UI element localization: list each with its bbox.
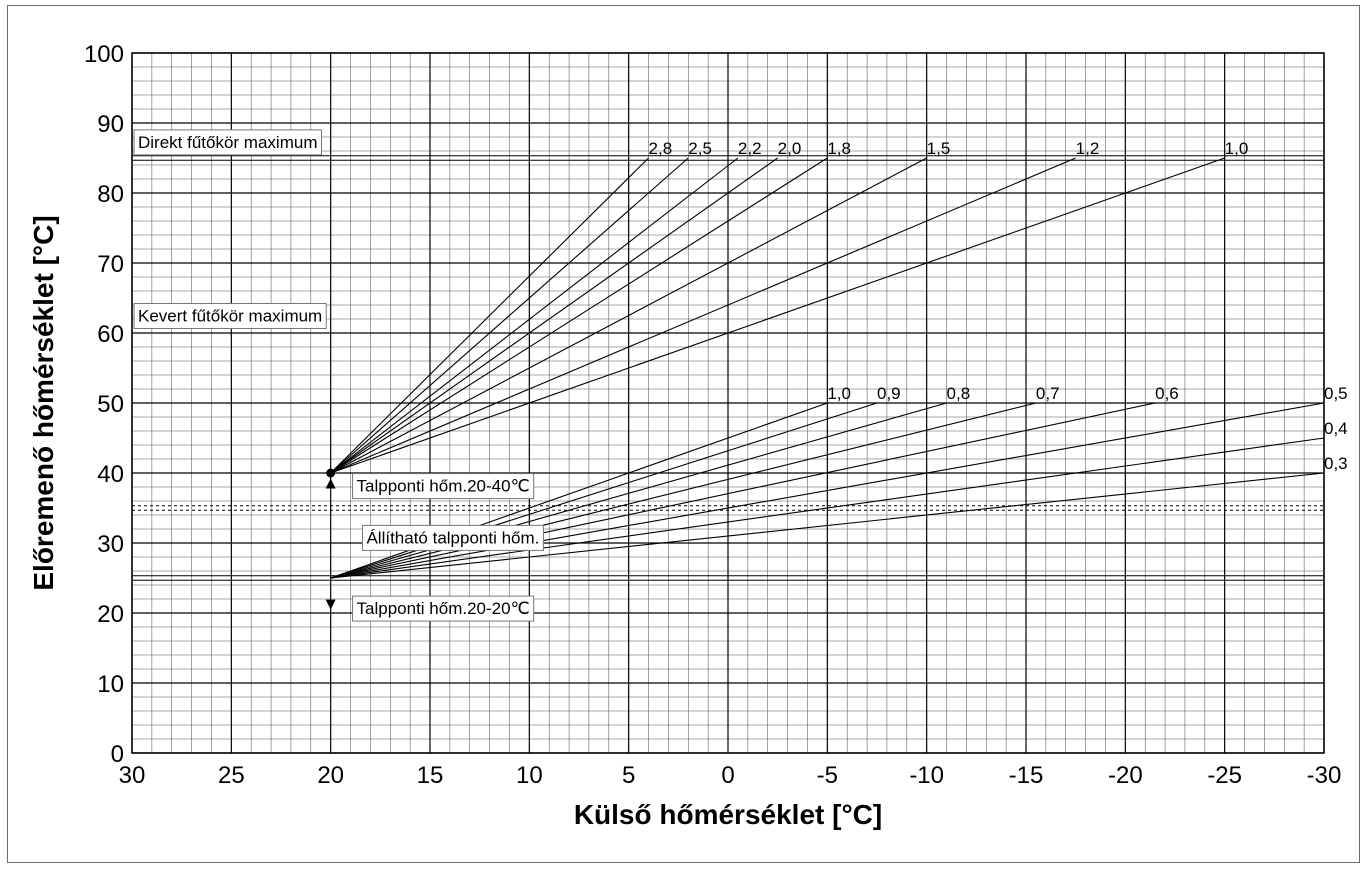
x-tick-label: -15: [1009, 762, 1044, 789]
series-high-label: 2,2: [738, 139, 762, 158]
series-low-label: 1,0: [827, 384, 851, 403]
annotations: Direkt fűtőkör maximum Kevert fűtőkör max…: [133, 129, 544, 622]
series-high-label: 1,2: [1076, 139, 1100, 158]
markers: [325, 468, 336, 610]
y-tick-label: 90: [97, 111, 124, 138]
x-tick-label: -5: [817, 762, 838, 789]
series-low-label: 0,8: [947, 384, 971, 403]
x-tick-label: 25: [218, 762, 245, 789]
x-tick-label: 15: [417, 762, 444, 789]
annotation-text: Talpponti hőm.20-20℃: [357, 599, 530, 618]
y-axis-title: Előremenő hőmérséklet [°C]: [28, 215, 59, 590]
marker-triangle-down: [325, 599, 336, 610]
series-lines: [330, 157, 1325, 579]
annotation-box: [133, 129, 322, 156]
annotation-text: Talpponti hőm.20-40℃: [357, 477, 530, 496]
y-tick-label: 10: [97, 671, 124, 698]
series-low-label: 0,4: [1324, 419, 1348, 438]
y-tick-label: 40: [97, 461, 124, 488]
series-high-line: [330, 157, 739, 474]
y-tick-label: 70: [97, 251, 124, 278]
y-tick-label: 100: [84, 41, 124, 68]
series-low-line: [330, 437, 1325, 579]
chart-frame: 30 25 20 15 10 5 0 -5 -10 -15 -20 -25 -30 0 10 20 30 40 50…: [7, 5, 1360, 863]
annotation-box: [352, 473, 535, 500]
reference-lines: [132, 155, 1324, 581]
y-tick-label: 50: [97, 391, 124, 418]
plot-border: [131, 52, 1325, 754]
annotation: Talpponti hőm.20-20℃: [352, 595, 535, 622]
x-tick-label: 5: [622, 762, 635, 789]
series-high-label: 1,0: [1225, 139, 1249, 158]
y-tick-label: 60: [97, 321, 124, 348]
y-tick-label: 20: [97, 601, 124, 628]
series-high-label: 2,0: [778, 139, 802, 158]
heating-curve-chart: 30 25 20 15 10 5 0 -5 -10 -15 -20 -25 -3001020304050…: [28, 41, 1348, 830]
annotation-box: [352, 595, 535, 622]
series-low-label: 0,7: [1036, 384, 1060, 403]
series-high-line: [330, 157, 1076, 474]
x-tick-label: 20: [317, 762, 344, 789]
series-low-label: 0,5: [1324, 384, 1348, 403]
x-tick-label: -20: [1108, 762, 1143, 789]
series-high-label: 1,8: [827, 139, 851, 158]
marker-triangle-up: [325, 478, 336, 489]
series-low-label: 0,3: [1324, 454, 1348, 473]
axes: [131, 52, 1325, 754]
annotation: Kevert fűtőkör maximum: [133, 303, 327, 329]
series-high-label: 2,5: [688, 139, 712, 158]
y-tick-label: 80: [97, 181, 124, 208]
series-high-line: [330, 157, 828, 474]
annotation: Direkt fűtőkör maximum: [133, 129, 322, 156]
series-low-label: 0,9: [877, 384, 901, 403]
curve-labels: 2,8 2,5 2,2 2,0 1,8 1,5 1,2 1,0 1,0 0,9 0,8 0,7 0,6 0…: [649, 139, 1348, 473]
x-tick-label: -25: [1207, 762, 1242, 789]
x-tick-label: 0: [721, 762, 734, 789]
x-tick-label: -10: [909, 762, 944, 789]
y-tick-label: 0: [111, 741, 124, 768]
series-high-line: [330, 157, 689, 474]
series-high-label: 2,8: [649, 139, 673, 158]
series-high-line: [330, 157, 927, 474]
x-axis-title: Külső hőmérséklet [°C]: [574, 799, 882, 830]
x-tick-label: 30: [119, 762, 146, 789]
x-tick-label: -30: [1307, 762, 1342, 789]
annotation-text: Állítható talpponti hőm.: [366, 528, 539, 547]
series-high-line: [330, 157, 1225, 474]
series-low-line: [330, 472, 1325, 579]
series-low-label: 0,6: [1155, 384, 1179, 403]
x-tick-label: 10: [516, 762, 543, 789]
series-high-label: 1,5: [927, 139, 951, 158]
series-high-line: [330, 157, 649, 474]
annotation: Talpponti hőm.20-40℃: [352, 473, 535, 500]
annotation-box: [133, 303, 327, 329]
annotation-text: Direkt fűtőkör maximum: [138, 133, 317, 152]
annotation-text: Kevert fűtőkör maximum: [138, 307, 322, 326]
y-tick-label: 30: [97, 531, 124, 558]
tick-labels: 30 25 20 15 10 5 0 -5 -10 -15 -20 -25 -3001020304050…: [84, 41, 1341, 789]
annotation: Állítható talpponti hőm.: [361, 524, 544, 551]
marker-circle: [326, 468, 336, 478]
annotation-box: [361, 524, 544, 551]
series-high-line: [330, 157, 778, 474]
